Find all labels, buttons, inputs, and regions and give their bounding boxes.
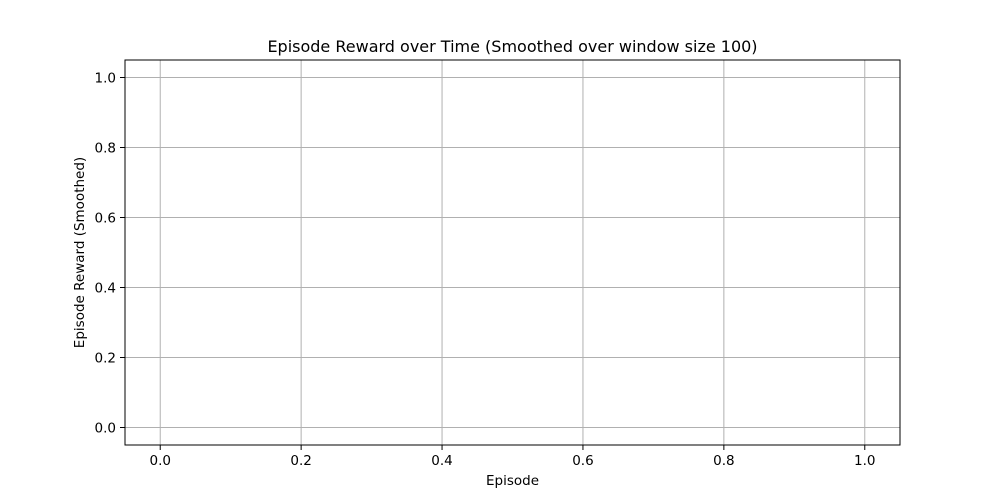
x-tick-label: 0.0 (149, 453, 170, 469)
x-tick-label: 0.4 (431, 453, 452, 469)
x-axis-label: Episode (486, 473, 539, 489)
y-tick-label: 0.2 (95, 351, 116, 367)
y-axis-ticks: 0.0 0.2 0.4 0.6 0.8 1.0 (95, 71, 125, 437)
y-axis-label: Episode Reward (Smoothed) (72, 157, 88, 348)
y-tick-label: 1.0 (95, 71, 116, 87)
x-tick-label: 0.8 (713, 453, 734, 469)
y-tick-label: 0.0 (95, 421, 116, 437)
grid (125, 60, 900, 445)
y-tick-label: 0.8 (95, 141, 116, 157)
chart-title: Episode Reward over Time (Smoothed over … (267, 37, 757, 56)
y-tick-label: 0.6 (95, 211, 116, 227)
x-tick-label: 0.2 (290, 453, 311, 469)
x-tick-label: 1.0 (854, 453, 875, 469)
plot-frame (124, 59, 901, 446)
y-tick-label: 0.4 (95, 281, 116, 297)
x-tick-label: 0.6 (572, 453, 593, 469)
x-axis-ticks: 0.0 0.2 0.4 0.6 0.8 1.0 (149, 445, 876, 469)
